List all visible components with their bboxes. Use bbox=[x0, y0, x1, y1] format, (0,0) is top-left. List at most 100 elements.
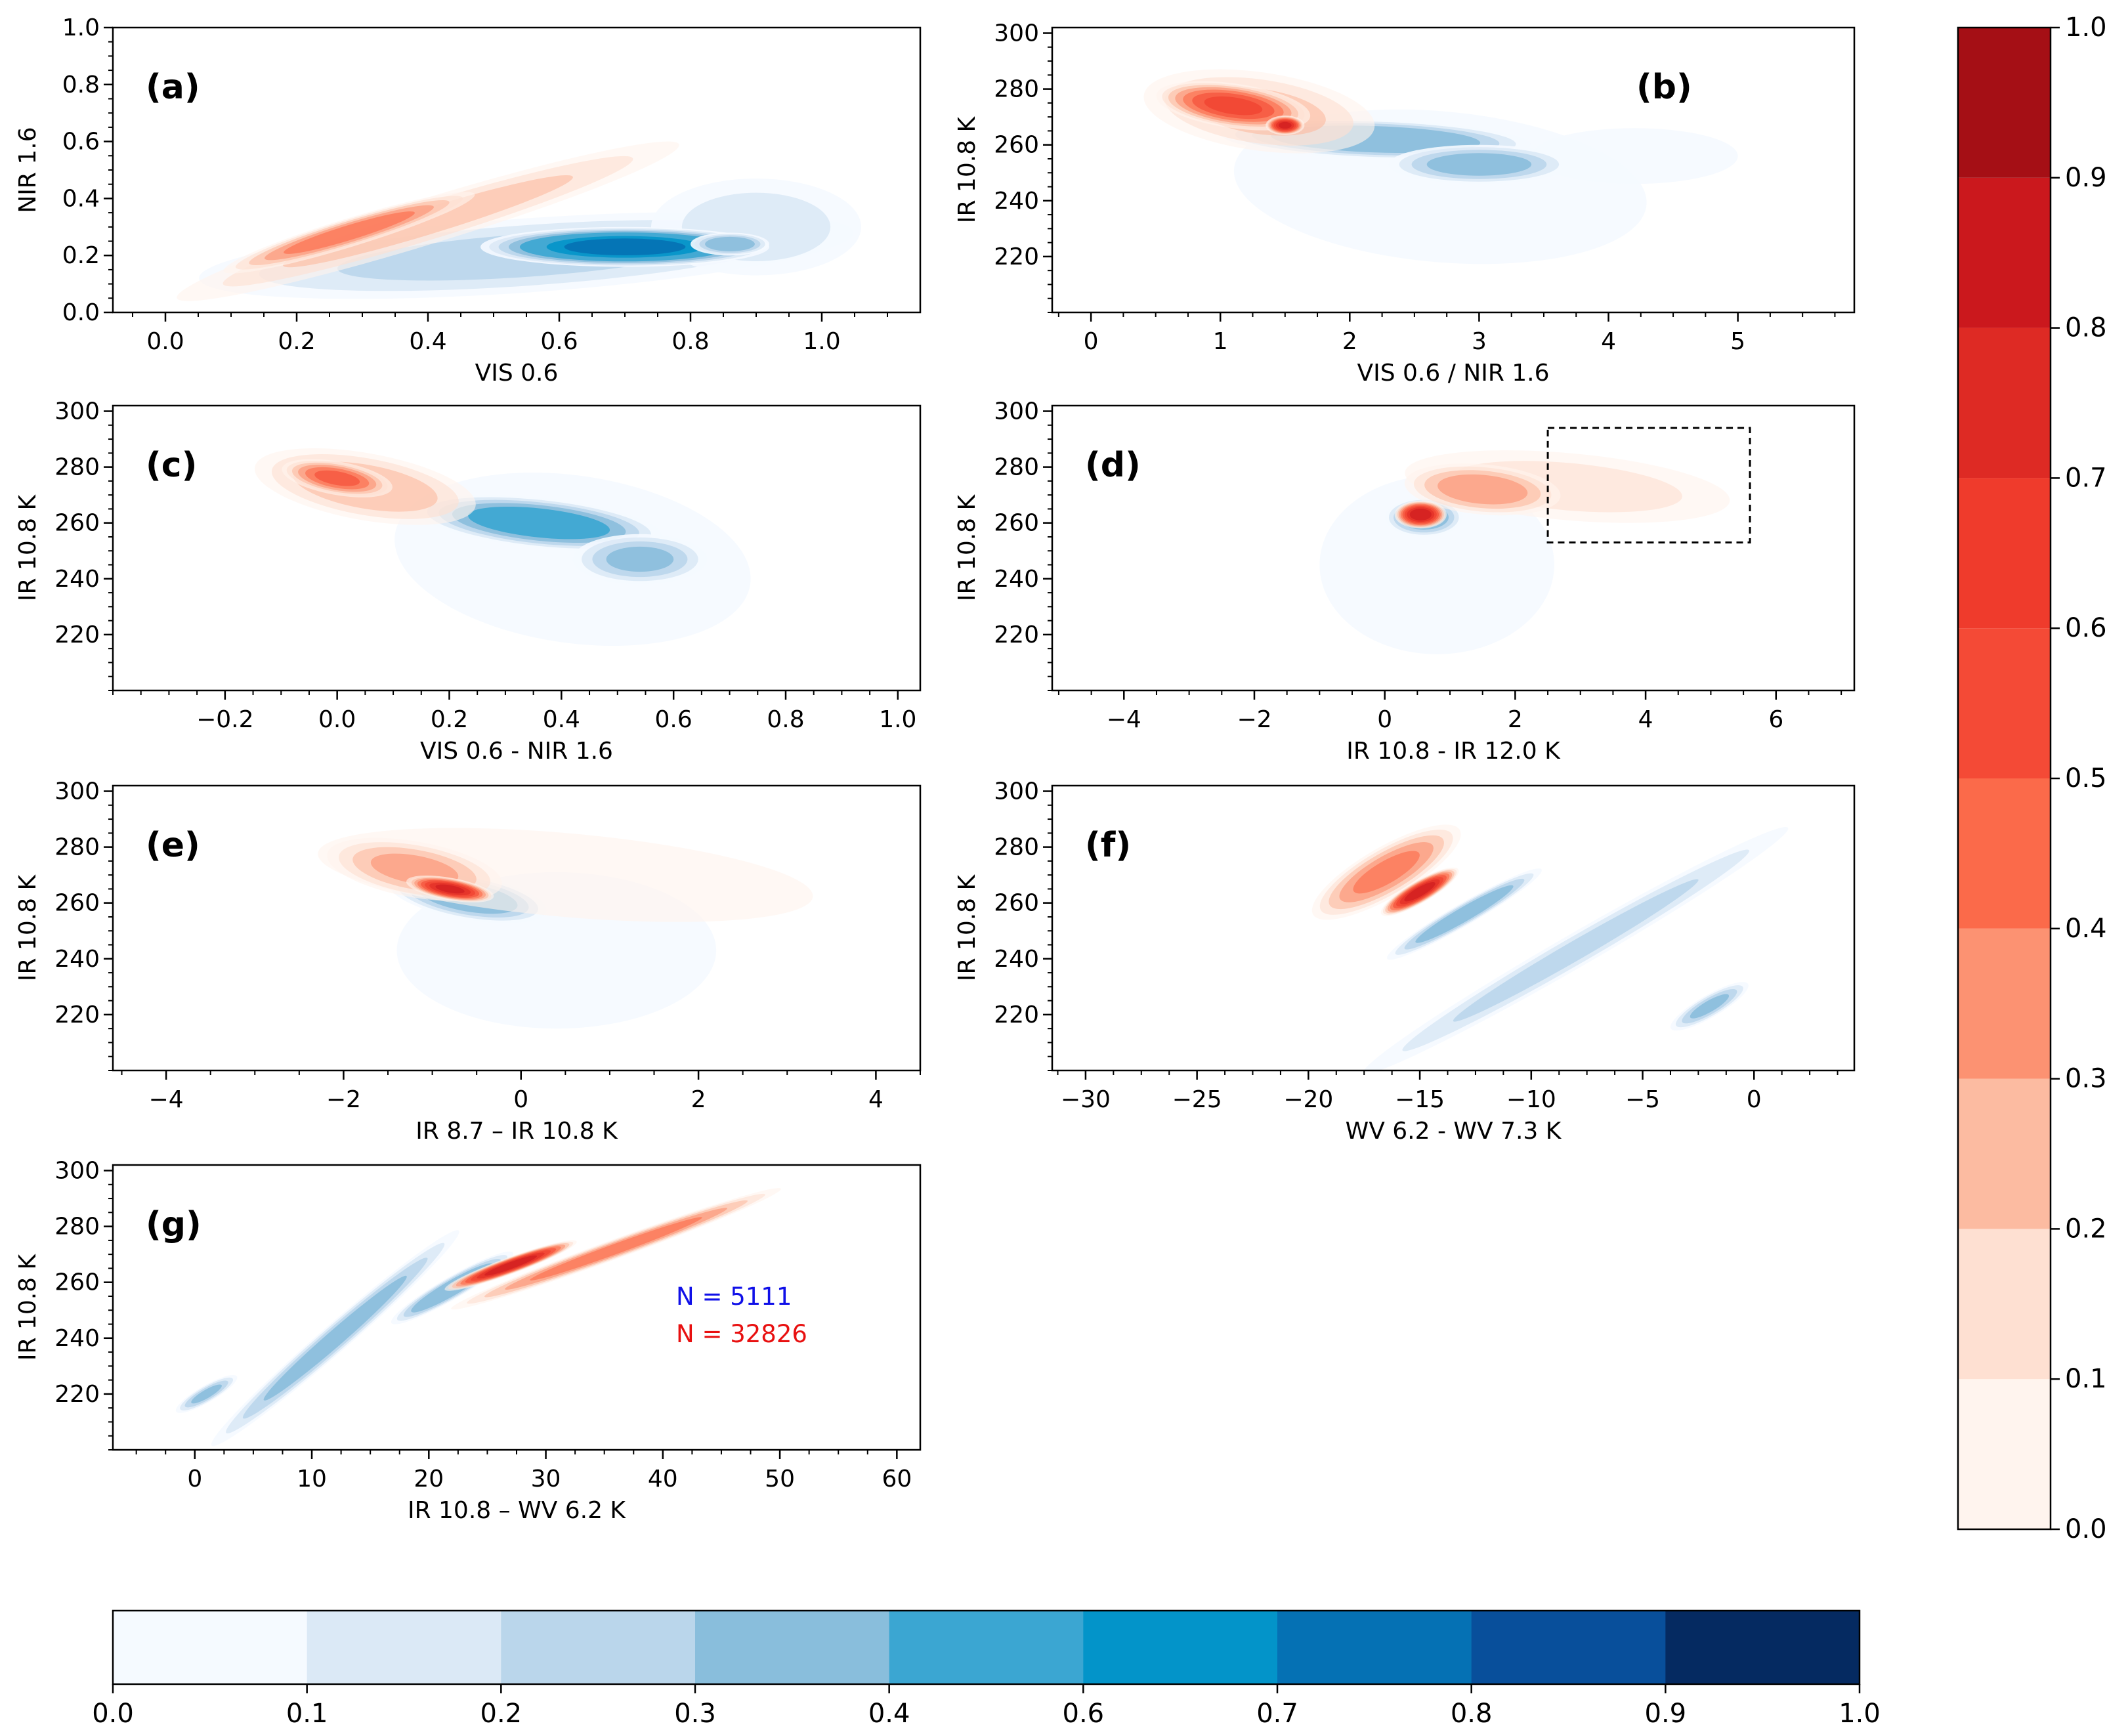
y-tick-label: 280 bbox=[994, 834, 1039, 861]
y-axis-label: IR 10.8 K bbox=[14, 874, 41, 981]
x-tick-label: −5 bbox=[1625, 1086, 1660, 1113]
plot-area bbox=[254, 448, 751, 646]
blue-colorbar: 0.0 0.1 0.2 0.3 0.4 0.6 0.7 0.8 0.9 1.0 bbox=[92, 1609, 1881, 1729]
y-tick-label: 280 bbox=[994, 454, 1039, 481]
y-tick-label: 220 bbox=[994, 243, 1039, 270]
x-tick-label: 1 bbox=[1213, 328, 1228, 355]
panels: 0.0 0.2 0.4 0.6 0.8 1.0 0.0 0.2 0.4 0.6 0.8 1.0 VIS … bbox=[14, 14, 1856, 1524]
x-tick-label: −0.2 bbox=[196, 706, 253, 733]
red-colorbar: 0.0 0.1 0.2 0.3 0.4 0.5 0.6 0.7 0.8 0.9 1.0 bbox=[1957, 12, 2107, 1544]
y-tick-label: 260 bbox=[54, 890, 100, 917]
x-tick-label: 10 bbox=[297, 1466, 327, 1493]
x-tick-label: 40 bbox=[648, 1466, 678, 1493]
density-level-0 bbox=[1319, 475, 1554, 654]
blue-colorbar-tick-label: 0.9 bbox=[1645, 1699, 1687, 1729]
x-tick-label: −4 bbox=[1107, 706, 1141, 733]
y-tick-label: 240 bbox=[994, 566, 1039, 593]
x-tick-label: 0.8 bbox=[671, 328, 709, 355]
red-colorbar-tick-label: 0.7 bbox=[2065, 463, 2107, 493]
plot-area bbox=[177, 141, 861, 301]
y-tick-label: 220 bbox=[54, 1002, 100, 1028]
y-tick-label: 240 bbox=[994, 188, 1039, 215]
y-axis-label: IR 10.8 K bbox=[954, 116, 981, 223]
blue-density bbox=[175, 1230, 514, 1447]
x-tick-label: 0.8 bbox=[767, 706, 804, 733]
blue-colorbar-tick-label: 0.3 bbox=[674, 1699, 716, 1729]
density-level-4 bbox=[468, 506, 610, 540]
blue-colorbar-tick-label: 0.2 bbox=[480, 1699, 522, 1729]
plot-area bbox=[1143, 69, 1738, 265]
plot-area bbox=[318, 828, 813, 1029]
density-level-8 bbox=[1278, 121, 1292, 129]
y-tick-label: 300 bbox=[54, 398, 100, 425]
x-tick-label: 0.2 bbox=[278, 328, 315, 355]
y-tick-label: 220 bbox=[994, 622, 1039, 648]
panel-f: −30 −25 −20 −15 −10 −5 0 220 240 260 280 300 WV 6.2 … bbox=[954, 778, 1856, 1145]
red-colorbar-tick-label: 1.0 bbox=[2065, 12, 2107, 43]
y-tick-label: 260 bbox=[54, 510, 100, 537]
axes-frame bbox=[112, 404, 922, 692]
x-tick-label: 0 bbox=[1377, 706, 1392, 733]
density-level-0 bbox=[1531, 128, 1738, 184]
y-axis-label: IR 10.8 K bbox=[14, 1253, 41, 1361]
density-level-3 bbox=[1437, 474, 1528, 505]
x-tick-label: 0 bbox=[1084, 328, 1099, 355]
y-tick-label: 260 bbox=[994, 510, 1039, 537]
red-density bbox=[318, 828, 813, 922]
red-colorbar-tick-label: 0.3 bbox=[2065, 1064, 2107, 1094]
blue-colorbar-band bbox=[695, 1611, 890, 1684]
x-axis-label: VIS 0.6 / NIR 1.6 bbox=[1357, 360, 1549, 387]
y-tick-label: 260 bbox=[994, 890, 1039, 917]
y-tick-label: 280 bbox=[54, 834, 100, 861]
x-tick-label: 0 bbox=[513, 1086, 528, 1113]
density-level-3 bbox=[263, 1275, 407, 1401]
y-tick-label: 260 bbox=[994, 132, 1039, 159]
x-tick-label: 0.2 bbox=[431, 706, 468, 733]
y-tick-label: 300 bbox=[994, 778, 1039, 805]
panel-e: −4 −2 0 2 4 220 240 260 280 300 IR 8.7 – IR 10.8 K… bbox=[14, 778, 922, 1145]
blue-colorbar-tick-label: 0.1 bbox=[286, 1699, 328, 1729]
x-tick-label: 0 bbox=[187, 1466, 202, 1493]
red-colorbar-tick-label: 0.4 bbox=[2065, 914, 2107, 944]
y-tick-label: 0.8 bbox=[62, 72, 100, 98]
blue-colorbar-tick-label: 0.4 bbox=[868, 1699, 910, 1729]
x-tick-label: −25 bbox=[1172, 1086, 1222, 1113]
blue-colorbar-tick-label: 0.6 bbox=[1063, 1699, 1105, 1729]
x-tick-label: 0.4 bbox=[409, 328, 446, 355]
red-colorbar-band bbox=[1958, 328, 2051, 478]
x-axis-label: IR 10.8 - IR 12.0 K bbox=[1346, 738, 1561, 765]
red-colorbar-tick-label: 0.8 bbox=[2065, 313, 2107, 343]
panel-label: (f) bbox=[1085, 826, 1131, 865]
red-colorbar-tick-label: 0.9 bbox=[2065, 163, 2107, 193]
x-tick-label: −20 bbox=[1283, 1086, 1333, 1113]
y-axis-label: NIR 1.6 bbox=[14, 127, 41, 213]
y-tick-label: 0.6 bbox=[62, 129, 100, 156]
red-density bbox=[444, 1188, 781, 1310]
density-level-2 bbox=[1453, 879, 1699, 1022]
red-density bbox=[1311, 824, 1461, 920]
red-colorbar-band bbox=[1958, 177, 2051, 328]
blue-colorbar-frame bbox=[112, 1609, 1861, 1685]
blue-density bbox=[1363, 827, 1789, 1070]
blue-colorbar-tick-label: 0.0 bbox=[92, 1699, 134, 1729]
axes-frame bbox=[1051, 784, 1856, 1072]
y-tick-label: 300 bbox=[994, 20, 1039, 47]
x-tick-label: 0.0 bbox=[146, 328, 184, 355]
y-axis-label: IR 10.8 K bbox=[954, 494, 981, 601]
x-tick-label: 0.6 bbox=[540, 328, 578, 355]
x-axis-label: IR 8.7 – IR 10.8 K bbox=[415, 1118, 618, 1145]
y-tick-label: 280 bbox=[54, 454, 100, 481]
x-tick-label: 2 bbox=[1508, 706, 1523, 733]
blue-colorbar-band bbox=[889, 1611, 1084, 1684]
x-tick-label: 60 bbox=[882, 1466, 912, 1493]
y-tick-label: 1.0 bbox=[62, 14, 100, 41]
blue-colorbar-band bbox=[1083, 1611, 1278, 1684]
x-tick-label: 6 bbox=[1768, 706, 1783, 733]
x-tick-label: 4 bbox=[868, 1086, 883, 1113]
x-tick-label: 1.0 bbox=[879, 706, 916, 733]
red-colorbar-tick-label: 0.5 bbox=[2065, 763, 2107, 794]
density-level-3 bbox=[606, 546, 674, 572]
red-colorbar-band bbox=[1958, 1078, 2051, 1229]
blue-colorbar-band bbox=[307, 1611, 501, 1684]
x-tick-label: 5 bbox=[1730, 328, 1745, 355]
